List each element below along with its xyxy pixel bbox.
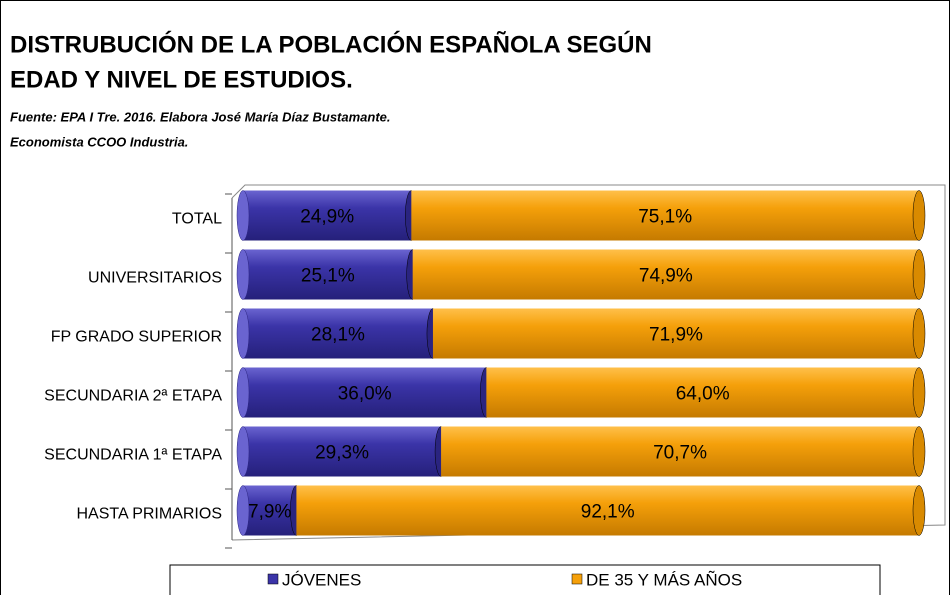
data-label: 92,1% — [581, 502, 635, 523]
data-label: 75,1% — [638, 207, 692, 228]
data-label: 24,9% — [300, 207, 354, 228]
bar-segment — [486, 367, 919, 418]
y-tick-label: SECUNDARIA 1ª ETAPA — [44, 447, 222, 464]
bar-start-cap — [236, 367, 250, 418]
y-tick-label: TOTAL — [172, 211, 222, 228]
bar-segment — [432, 308, 919, 359]
legend-label: DE 35 Y MÁS AÑOS — [586, 570, 742, 589]
legend-swatch — [267, 573, 279, 585]
data-label: 7,9% — [248, 502, 291, 523]
bar-segment — [411, 190, 919, 241]
bar-segment — [243, 367, 487, 418]
bar-start-cap — [236, 308, 250, 359]
bar-start-cap — [236, 190, 250, 241]
bar-segment — [296, 485, 919, 536]
legend-label: JÓVENES — [282, 570, 361, 589]
bar-segment — [243, 249, 413, 300]
data-label: 71,9% — [649, 325, 703, 346]
subtitle: Economista CCOO Industria. — [10, 134, 188, 149]
bar-cap — [912, 485, 926, 536]
bar-start-cap — [236, 426, 250, 477]
chart-title: DISTRUBUCIÓN DE LA POBLACIÓN ESPAÑOLA SE… — [10, 30, 652, 58]
data-label: 25,1% — [301, 266, 355, 287]
bar-start-cap — [236, 485, 250, 536]
bar-segment — [243, 190, 412, 241]
bar-cap — [912, 367, 926, 418]
bar-cap — [912, 308, 926, 359]
y-tick-label: HASTA PRIMARIOS — [76, 506, 222, 523]
bar-start-cap — [236, 249, 250, 300]
bar-cap — [912, 426, 926, 477]
data-label: 74,9% — [639, 266, 693, 287]
bar-segment — [412, 249, 919, 300]
chart-title: EDAD Y NIVEL DE ESTUDIOS. — [10, 66, 353, 93]
data-label: 29,3% — [315, 443, 369, 464]
bar-segment — [243, 426, 442, 477]
legend-swatch — [571, 573, 583, 585]
bar-segment — [441, 426, 919, 477]
y-tick-label: UNIVERSITARIOS — [88, 270, 222, 287]
y-tick-label: FP GRADO SUPERIOR — [51, 329, 222, 346]
data-label: 70,7% — [653, 443, 707, 464]
bar-segment — [243, 308, 433, 359]
bar-cap — [912, 249, 926, 300]
subtitle: Fuente: EPA I Tre. 2016. Elabora José Ma… — [10, 109, 391, 124]
y-tick-label: SECUNDARIA 2ª ETAPA — [44, 388, 222, 405]
legend-box — [169, 564, 881, 595]
data-label: 28,1% — [311, 325, 365, 346]
data-label: 36,0% — [338, 384, 392, 405]
bar-cap — [912, 190, 926, 241]
bar-segment — [243, 485, 297, 536]
data-label: 64,0% — [676, 384, 730, 405]
